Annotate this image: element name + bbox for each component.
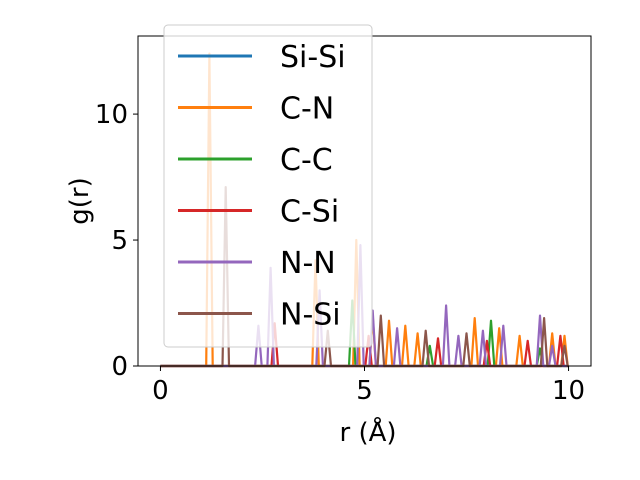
x-axis-label: r (Å) [339,416,396,448]
x-ticks: 0 5 10 [152,366,585,406]
x-tick-label: 0 [152,376,169,406]
legend-label-n-si: N-Si [280,298,341,333]
legend-label-si-si: Si-Si [280,40,346,75]
legend: Si-Si C-N C-C C-Si N-N N-Si [163,24,373,348]
legend-label-c-n: C-N [280,92,334,127]
y-ticks: 0 5 10 [95,100,138,382]
y-tick-label: 5 [111,226,128,256]
legend-label-c-si: C-Si [280,195,339,230]
legend-label-n-n: N-N [280,246,336,281]
legend-box [163,24,373,348]
x-tick-label: 10 [552,376,585,406]
legend-label-c-c: C-C [280,143,333,178]
y-tick-label: 10 [95,100,128,130]
y-axis-label: g(r) [65,177,95,224]
x-tick-label: 5 [356,376,373,406]
y-tick-label: 0 [111,352,128,382]
